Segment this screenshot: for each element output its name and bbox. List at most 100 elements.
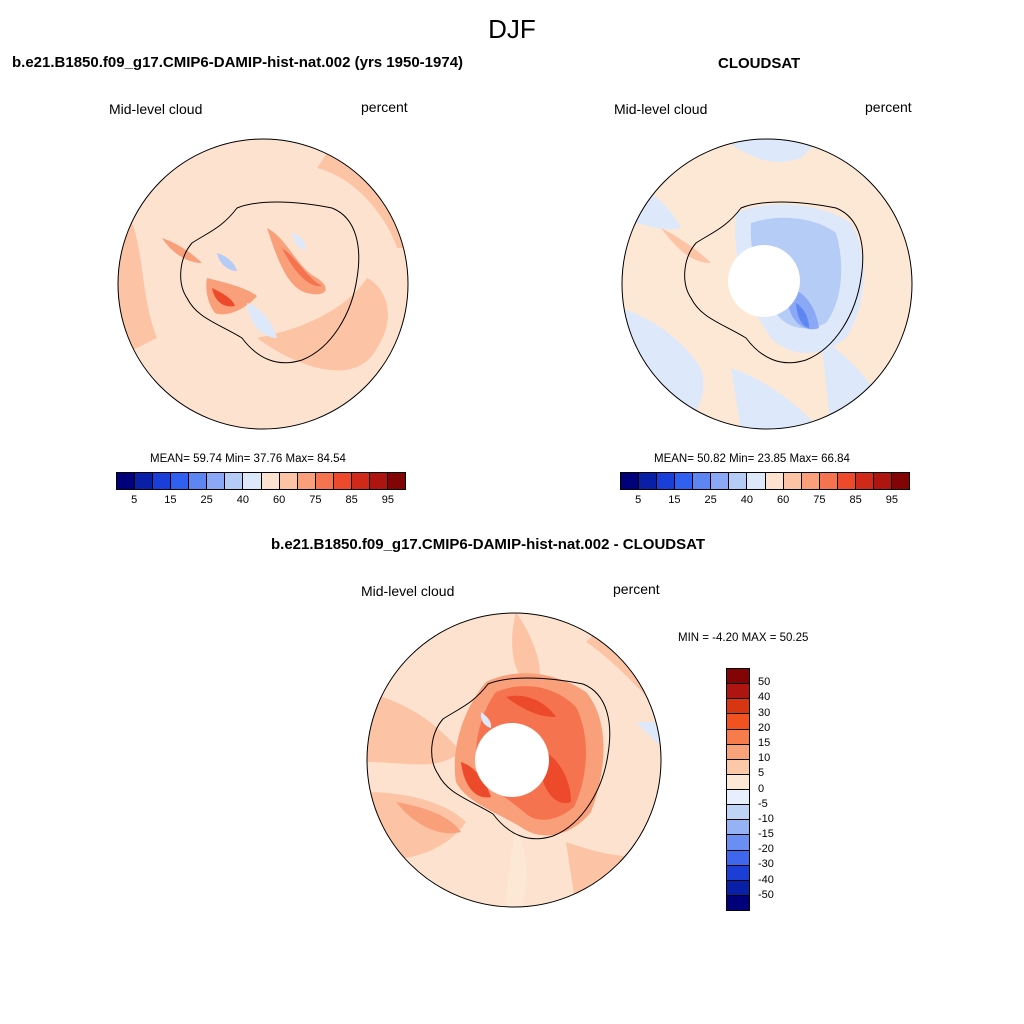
colorbar-swatch bbox=[729, 473, 748, 489]
colorbar-swatch bbox=[873, 473, 892, 489]
colorbar-tick-label: 40 bbox=[740, 494, 753, 506]
colorbar-swatch bbox=[225, 473, 244, 489]
colorbar-swatch bbox=[837, 473, 856, 489]
colorbar-swatch bbox=[657, 473, 676, 489]
colorbar-swatch bbox=[135, 473, 154, 489]
panel-obs-stats: MEAN= 50.82 Min= 23.85 Max= 66.84 bbox=[654, 453, 850, 465]
colorbar-swatch bbox=[727, 669, 749, 685]
colorbar-tick-label: -40 bbox=[758, 873, 774, 886]
colorbar-swatch bbox=[855, 473, 874, 489]
colorbar-swatch bbox=[171, 473, 190, 489]
panel-model-stats: MEAN= 59.74 Min= 37.76 Max= 84.54 bbox=[150, 453, 346, 465]
panel-obs-colorbar-ticks: 5 15 25 40 60 75 85 95 bbox=[620, 494, 910, 506]
panel-diff-stats: MIN = -4.20 MAX = 50.25 bbox=[678, 632, 809, 644]
colorbar-tick-label: -20 bbox=[758, 843, 774, 856]
colorbar-tick-label: -15 bbox=[758, 828, 774, 841]
colorbar-swatch bbox=[727, 835, 749, 851]
colorbar-tick-label: 15 bbox=[758, 736, 771, 749]
panel-model-colorbar-ticks: 5 15 25 40 60 75 85 95 bbox=[116, 494, 406, 506]
colorbar-swatch bbox=[207, 473, 226, 489]
panel-model-map bbox=[117, 138, 409, 430]
colorbar-tick-label: 50 bbox=[758, 676, 771, 689]
colorbar-tick-label: -5 bbox=[758, 797, 768, 810]
colorbar-tick-label: 85 bbox=[345, 494, 358, 506]
colorbar-tick-label: 95 bbox=[885, 494, 898, 506]
panel-obs-map bbox=[621, 138, 913, 430]
colorbar-tick-label: 95 bbox=[381, 494, 394, 506]
colorbar-swatch bbox=[243, 473, 262, 489]
panel-model-colorbar bbox=[116, 472, 406, 490]
colorbar-swatch bbox=[261, 473, 280, 489]
colorbar-swatch bbox=[727, 895, 749, 910]
colorbar-swatch bbox=[621, 473, 640, 489]
panel-diff-title: b.e21.B1850.f09_g17.CMIP6-DAMIP-hist-nat… bbox=[271, 536, 705, 553]
colorbar-tick-label: 85 bbox=[849, 494, 862, 506]
colorbar-swatch bbox=[315, 473, 334, 489]
colorbar-swatch bbox=[117, 473, 136, 489]
colorbar-swatch bbox=[153, 473, 172, 489]
colorbar-swatch bbox=[727, 865, 749, 881]
colorbar-swatch bbox=[891, 473, 909, 489]
panel-model-title: b.e21.B1850.f09_g17.CMIP6-DAMIP-hist-nat… bbox=[12, 54, 464, 71]
colorbar-tick-label: 5 bbox=[131, 494, 138, 506]
colorbar-swatch bbox=[747, 473, 766, 489]
colorbar-tick-label: 25 bbox=[704, 494, 717, 506]
colorbar-swatch bbox=[765, 473, 784, 489]
colorbar-swatch bbox=[675, 473, 694, 489]
colorbar-swatch bbox=[727, 880, 749, 896]
colorbar-swatch bbox=[727, 774, 749, 790]
colorbar-swatch bbox=[727, 790, 749, 806]
colorbar-swatch bbox=[693, 473, 712, 489]
colorbar-swatch bbox=[727, 729, 749, 745]
panel-obs-title: CLOUDSAT bbox=[718, 55, 801, 72]
panel-model-units: percent bbox=[361, 99, 408, 115]
colorbar-swatch bbox=[727, 714, 749, 730]
colorbar-swatch bbox=[351, 473, 370, 489]
colorbar-swatch bbox=[727, 744, 749, 760]
colorbar-swatch bbox=[727, 820, 749, 836]
colorbar-tick-label: 75 bbox=[813, 494, 826, 506]
colorbar-tick-label: 25 bbox=[200, 494, 213, 506]
figure-title: DJF bbox=[488, 14, 536, 44]
colorbar-tick-label: 0 bbox=[758, 782, 765, 795]
colorbar-swatch bbox=[727, 805, 749, 821]
colorbar-swatch bbox=[639, 473, 658, 489]
panel-diff-variable: Mid-level cloud bbox=[361, 583, 455, 599]
panel-obs-colorbar bbox=[620, 472, 910, 490]
colorbar-tick-label: 15 bbox=[164, 494, 177, 506]
panel-model-variable: Mid-level cloud bbox=[109, 101, 203, 117]
colorbar-swatch bbox=[801, 473, 820, 489]
panel-obs-units: percent bbox=[865, 99, 912, 115]
colorbar-swatch bbox=[727, 759, 749, 775]
panel-diff-colorbar-ticks: 50 40 30 20 15 10 5 0 -5 -10 -15 -20 -30 -40 -50 bbox=[758, 668, 798, 911]
colorbar-swatch bbox=[333, 473, 352, 489]
colorbar-swatch bbox=[819, 473, 838, 489]
colorbar-swatch bbox=[387, 473, 405, 489]
colorbar-tick-label: 75 bbox=[309, 494, 322, 506]
colorbar-swatch bbox=[279, 473, 298, 489]
colorbar-swatch bbox=[727, 699, 749, 715]
colorbar-swatch bbox=[727, 684, 749, 700]
colorbar-tick-label: 40 bbox=[758, 691, 771, 704]
colorbar-tick-label: 5 bbox=[635, 494, 642, 506]
colorbar-tick-label: 20 bbox=[758, 721, 771, 734]
colorbar-swatch bbox=[711, 473, 730, 489]
colorbar-tick-label: 60 bbox=[777, 494, 790, 506]
colorbar-swatch bbox=[189, 473, 208, 489]
colorbar-swatch bbox=[297, 473, 316, 489]
colorbar-tick-label: 15 bbox=[668, 494, 681, 506]
colorbar-tick-label: 5 bbox=[758, 767, 765, 780]
colorbar-swatch bbox=[727, 850, 749, 866]
panel-diff-colorbar bbox=[726, 668, 750, 911]
colorbar-tick-label: 10 bbox=[758, 752, 771, 765]
colorbar-tick-label: -10 bbox=[758, 812, 774, 825]
colorbar-swatch bbox=[783, 473, 802, 489]
colorbar-tick-label: -30 bbox=[758, 858, 774, 871]
panel-diff-map bbox=[366, 612, 662, 908]
panel-diff-units: percent bbox=[613, 581, 660, 597]
colorbar-tick-label: 60 bbox=[273, 494, 286, 506]
panel-obs-variable: Mid-level cloud bbox=[614, 101, 708, 117]
colorbar-tick-label: 40 bbox=[236, 494, 249, 506]
colorbar-tick-label: 30 bbox=[758, 706, 771, 719]
colorbar-tick-label: -50 bbox=[758, 888, 774, 901]
